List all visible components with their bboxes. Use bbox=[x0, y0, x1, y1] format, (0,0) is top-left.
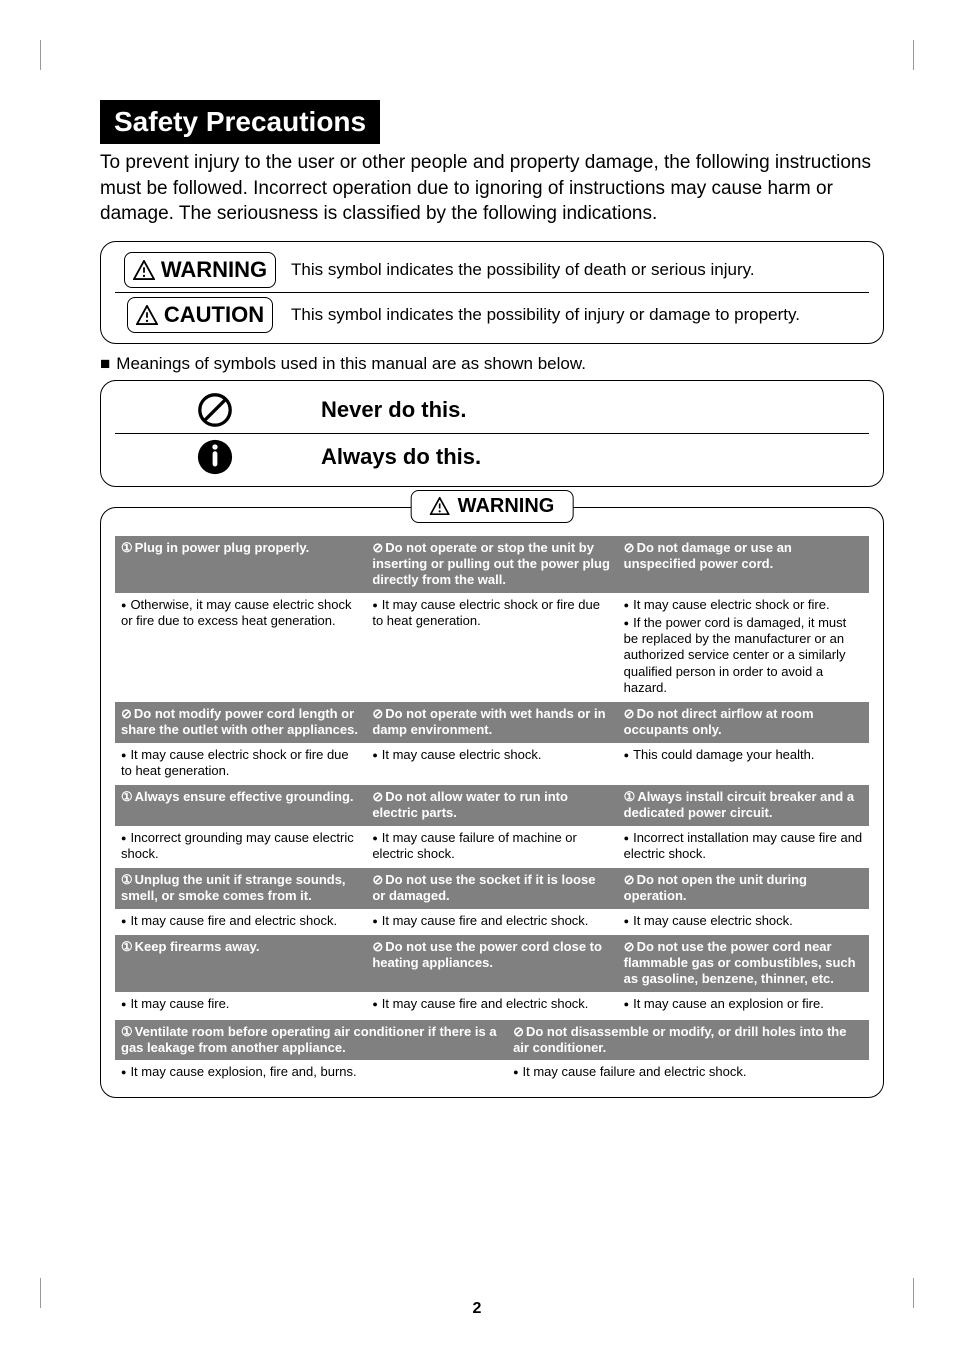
prohibit-symbol-icon: ⊘ bbox=[624, 872, 635, 887]
warning-cell-header: ⊘Do not open the unit during operation. bbox=[618, 868, 869, 909]
warning-body-item: It may cause electric shock. bbox=[372, 747, 611, 763]
symbol-definitions-box: WARNING This symbol indicates the possib… bbox=[100, 241, 884, 344]
prohibit-symbol-icon: ⊘ bbox=[372, 872, 383, 887]
warning-cell-body: It may cause failure and electric shock. bbox=[507, 1060, 869, 1086]
warning-label: WARNING bbox=[124, 252, 276, 288]
warning-triangle-icon bbox=[430, 497, 450, 515]
warning-grid-2col: ①Ventilate room before operating air con… bbox=[115, 1020, 869, 1087]
prohibit-symbol-icon: ⊘ bbox=[513, 1024, 524, 1039]
warning-cell-header: ①Plug in power plug properly. bbox=[115, 536, 366, 593]
warning-header-text: WARNING bbox=[458, 495, 555, 518]
instruction-symbols-box: Never do this. Always do this. bbox=[100, 380, 884, 487]
warning-cell-header: ⊘Do not use the power cord close to heat… bbox=[366, 935, 617, 992]
warning-cell-body: Incorrect grounding may cause electric s… bbox=[115, 826, 366, 869]
warning-body-item: It may cause electric shock. bbox=[624, 913, 863, 929]
warning-cell-header: ①Ventilate room before operating air con… bbox=[115, 1020, 507, 1061]
warning-cell-header: ⊘Do not operate with wet hands or in dam… bbox=[366, 702, 617, 743]
warning-cell-header: ①Unplug the unit if strange sounds, smel… bbox=[115, 868, 366, 909]
warning-body-item: This could damage your health. bbox=[624, 747, 863, 763]
warning-body-item: It may cause fire and electric shock. bbox=[372, 996, 611, 1012]
crop-mark bbox=[884, 40, 914, 70]
warning-cell-body: It may cause electric shock. bbox=[366, 743, 617, 786]
prohibit-icon bbox=[196, 391, 234, 429]
warning-cell-header: ⊘Do not disassemble or modify, or drill … bbox=[507, 1020, 869, 1061]
meanings-heading: Meanings of symbols used in this manual … bbox=[100, 354, 884, 374]
warning-body-item: It may cause fire and electric shock. bbox=[121, 913, 360, 929]
page-title: Safety Precautions bbox=[100, 100, 380, 144]
warning-cell-body: It may cause electric shock or fire due … bbox=[366, 593, 617, 703]
must-do-icon bbox=[196, 438, 234, 476]
warning-cell-body: It may cause electric shock. bbox=[618, 909, 869, 935]
warning-body-item: It may cause explosion, fire and, burns. bbox=[121, 1064, 501, 1080]
prohibit-symbol-icon: ⊘ bbox=[624, 939, 635, 954]
prohibit-symbol-icon: ⊘ bbox=[624, 540, 635, 555]
page-number: 2 bbox=[0, 1300, 954, 1318]
warning-cell-header: ⊘Do not damage or use an unspecified pow… bbox=[618, 536, 869, 593]
prohibit-symbol-icon: ⊘ bbox=[372, 789, 383, 804]
must-symbol-icon: ① bbox=[121, 872, 133, 887]
warning-cell-header: ⊘Do not allow water to run into electric… bbox=[366, 785, 617, 826]
always-do-this: Always do this. bbox=[315, 433, 869, 480]
warning-cell-header: ⊘Do not use the power cord near flammabl… bbox=[618, 935, 869, 992]
warning-cell-body: It may cause an explosion or fire. bbox=[618, 992, 869, 1018]
warning-cell-body: It may cause fire and electric shock. bbox=[366, 909, 617, 935]
warning-grid-3col: ①Plug in power plug properly.⊘Do not ope… bbox=[115, 536, 869, 1018]
caution-description: This symbol indicates the possibility of… bbox=[285, 292, 869, 337]
warning-cell-body: It may cause fire and electric shock. bbox=[115, 909, 366, 935]
warning-triangle-icon bbox=[133, 260, 155, 280]
must-symbol-icon: ① bbox=[121, 540, 133, 555]
warning-body-item: It may cause fire and electric shock. bbox=[372, 913, 611, 929]
must-symbol-icon: ① bbox=[121, 789, 133, 804]
warning-section-header: WARNING bbox=[411, 490, 574, 523]
warning-cell-header: ①Always install circuit breaker and a de… bbox=[618, 785, 869, 826]
warning-body-item: Otherwise, it may cause electric shock o… bbox=[121, 597, 360, 630]
warning-body-item: It may cause an explosion or fire. bbox=[624, 996, 863, 1012]
page-content: Safety Precautions To prevent injury to … bbox=[0, 0, 954, 1138]
prohibit-symbol-icon: ⊘ bbox=[624, 706, 635, 721]
warning-cell-body: Incorrect installation may cause fire an… bbox=[618, 826, 869, 869]
warning-cell-body: It may cause electric shock or fire due … bbox=[115, 743, 366, 786]
must-symbol-icon: ① bbox=[121, 939, 133, 954]
warning-cell-body: This could damage your health. bbox=[618, 743, 869, 786]
warning-cell-header: ①Keep firearms away. bbox=[115, 935, 366, 992]
warning-section: WARNING ①Plug in power plug properly.⊘Do… bbox=[100, 507, 884, 1098]
never-do-this: Never do this. bbox=[315, 387, 869, 434]
warning-body-item: It may cause electric shock or fire due … bbox=[372, 597, 611, 630]
warning-cell-body: It may cause failure of machine or elect… bbox=[366, 826, 617, 869]
prohibit-symbol-icon: ⊘ bbox=[121, 706, 132, 721]
crop-mark bbox=[40, 40, 70, 70]
prohibit-symbol-icon: ⊘ bbox=[372, 706, 383, 721]
intro-paragraph: To prevent injury to the user or other p… bbox=[100, 150, 884, 227]
caution-triangle-icon bbox=[136, 305, 158, 325]
caution-label: CAUTION bbox=[127, 297, 273, 333]
warning-cell-header: ⊘Do not use the socket if it is loose or… bbox=[366, 868, 617, 909]
warning-body-item: Incorrect installation may cause fire an… bbox=[624, 830, 863, 863]
warning-cell-body: Otherwise, it may cause electric shock o… bbox=[115, 593, 366, 703]
warning-description: This symbol indicates the possibility of… bbox=[285, 248, 869, 293]
warning-label-text: WARNING bbox=[161, 257, 267, 283]
warning-cell-body: It may cause fire. bbox=[115, 992, 366, 1018]
warning-body-item: If the power cord is damaged, it must be… bbox=[624, 615, 863, 696]
prohibit-symbol-icon: ⊘ bbox=[372, 939, 383, 954]
warning-cell-header: ⊘Do not modify power cord length or shar… bbox=[115, 702, 366, 743]
warning-cell-body: It may cause electric shock or fire. If t… bbox=[618, 593, 869, 703]
warning-body-item: It may cause electric shock or fire due … bbox=[121, 747, 360, 780]
prohibit-symbol-icon: ⊘ bbox=[372, 540, 383, 555]
warning-cell-body: It may cause fire and electric shock. bbox=[366, 992, 617, 1018]
warning-body-item: Incorrect grounding may cause electric s… bbox=[121, 830, 360, 863]
warning-cell-header: ⊘Do not direct airflow at room occupants… bbox=[618, 702, 869, 743]
must-symbol-icon: ① bbox=[121, 1024, 133, 1039]
warning-body-item: It may cause failure and electric shock. bbox=[513, 1064, 863, 1080]
warning-body-item: It may cause electric shock or fire. bbox=[624, 597, 863, 613]
warning-body-item: It may cause failure of machine or elect… bbox=[372, 830, 611, 863]
warning-cell-header: ①Always ensure effective grounding. bbox=[115, 785, 366, 826]
warning-body-item: It may cause fire. bbox=[121, 996, 360, 1012]
warning-cell-header: ⊘Do not operate or stop the unit by inse… bbox=[366, 536, 617, 593]
must-symbol-icon: ① bbox=[624, 789, 636, 804]
caution-label-text: CAUTION bbox=[164, 302, 264, 328]
warning-cell-body: It may cause explosion, fire and, burns. bbox=[115, 1060, 507, 1086]
